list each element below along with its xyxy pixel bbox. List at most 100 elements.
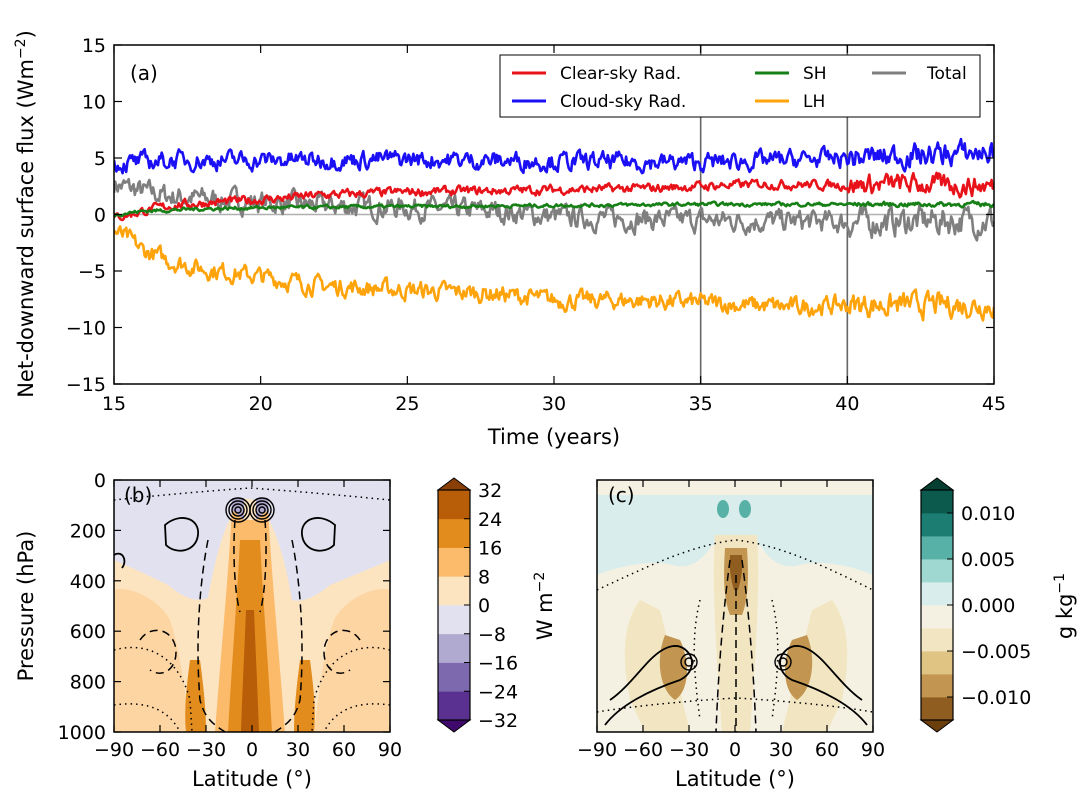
colorbar-c-tick-label: −0.010 (961, 687, 1031, 709)
colorbar-b-segment (438, 547, 470, 577)
y-tick-label: −5 (78, 261, 106, 283)
legend-item-sh: SH (755, 64, 827, 84)
latitude-tick-label: −60 (623, 739, 663, 761)
colorbar-c-tick-label: 0.005 (961, 549, 1015, 571)
pressure-tick-label: 1000 (58, 722, 106, 744)
legend-item-cloud-sky: Cloud-sky Rad. (512, 92, 686, 112)
contour-b-dashed-inner-left (233, 519, 241, 613)
panel-b-field (114, 480, 390, 732)
colorbar-b-tick-label: 24 (478, 509, 502, 531)
colorbar-b-segment (438, 691, 470, 721)
latitude-tick-label: 0 (729, 739, 741, 761)
field-b-pos-band-right (314, 589, 390, 732)
y-tick-label: −10 (66, 318, 106, 340)
field-b-pos-band-left (114, 589, 190, 732)
legend: Clear-sky Rad. Cloud-sky Rad. SH LH Tota… (499, 54, 981, 118)
pressure-tick-label: 600 (70, 621, 106, 643)
colorbar-b-tick-label: 8 (478, 566, 490, 588)
x-tick-label: 35 (689, 393, 713, 415)
legend-label-clear-sky: Clear-sky Rad. (560, 64, 681, 84)
panel-b-ylabel: Pressure (hPa) (14, 531, 38, 682)
latitude-tick-label: 30 (769, 739, 793, 761)
panel-c-field (597, 480, 873, 732)
panel-a-ylabel: Net-downward surface flux (Wm−2) (13, 30, 38, 398)
latitude-tick-label: −90 (94, 739, 134, 761)
field-c-neg-lobe-right (785, 635, 813, 700)
panel-a-xlabel: Time (years) (487, 425, 620, 449)
panel-c-label: (c) (608, 483, 635, 507)
y-tick-label: 0 (94, 205, 106, 227)
panel-b-xlabel: Latitude (°) (192, 767, 312, 791)
pressure-tick-label: 400 (70, 571, 106, 593)
colorbar-b-tick-label: −16 (478, 653, 518, 675)
series-line-clear-sky-rad (114, 171, 994, 222)
colorbar-c-tick-label: 0.000 (961, 595, 1015, 617)
panel-b-label: (b) (124, 483, 152, 507)
contour-b-dotted-top (114, 487, 390, 501)
panel-c-contour: −90 −60 −30 0 30 60 90 (c) Latitude (°) 0.010 0… (577, 477, 1077, 791)
colorbar-b-low-extension (436, 719, 472, 733)
colorbar-c-segment (921, 605, 953, 629)
colorbar-c-low-extension (919, 719, 955, 733)
colorbar-c-label: g kg−1 (1052, 573, 1077, 639)
latitude-tick-label: 60 (332, 739, 356, 761)
colorbar-c-high-extension (919, 477, 955, 491)
colorbar-b-segment (438, 576, 470, 606)
colorbar-c-tick-label: 0.010 (961, 503, 1015, 525)
latitude-tick-label: −60 (140, 739, 180, 761)
latitude-tick-label: 30 (286, 739, 310, 761)
panel-a-label: (a) (130, 61, 158, 85)
field-b-pos-inner (241, 610, 259, 732)
colorbar-c-tick-label: −0.005 (961, 641, 1031, 663)
series-line-lh (114, 225, 994, 322)
colorbar-b-tick-label: 32 (478, 480, 502, 502)
legend-label-lh: LH (803, 92, 825, 112)
pressure-tick-label: 0 (94, 470, 106, 492)
contour-b-dotted-right (311, 646, 390, 732)
panel-c-xlabel: Latitude (°) (675, 767, 795, 791)
colorbar-b-tick-label: −32 (478, 710, 518, 732)
contour-b-dashed-right (274, 539, 303, 732)
colorbar-c-segment (921, 536, 953, 560)
contour-b-solid-right (301, 517, 336, 552)
colorbar-b-segment (438, 490, 470, 520)
colorbar-b-label: W m−2 (532, 572, 557, 641)
legend-label-cloud-sky: Cloud-sky Rad. (560, 92, 686, 112)
contour-b-solid-edge-left (114, 552, 126, 569)
contour-b-dotted-left (114, 646, 193, 732)
latitude-tick-label: 0 (246, 739, 258, 761)
contour-b-dashed-eddy-right (323, 629, 361, 674)
colorbar-c-segment (921, 582, 953, 606)
colorbar-b-segment (438, 605, 470, 635)
latitude-tick-label: −30 (669, 739, 709, 761)
latitude-tick-label: 90 (378, 739, 402, 761)
field-c-pos-core-right (739, 500, 751, 518)
panel-a-timeseries: 15 20 25 30 35 40 45 15 10 5 0 −5 −10 −15 (a) Time (… (13, 30, 1006, 449)
pressure-tick-label: 800 (70, 672, 106, 694)
x-tick-label: 30 (542, 393, 566, 415)
latitude-tick-label: 60 (815, 739, 839, 761)
colorbar-c-segment (921, 651, 953, 675)
colorbar-b-high-extension (436, 477, 472, 491)
field-c-pos-core-left (717, 500, 729, 518)
colorbar-c-segment (921, 674, 953, 698)
x-tick-label: 40 (835, 393, 859, 415)
legend-item-total: Total (872, 64, 967, 84)
colorbar-b-segment (438, 662, 470, 692)
colorbar-c-segment (921, 490, 953, 514)
series-line-cloud-sky-rad (114, 137, 994, 175)
colorbar-b-segment (438, 518, 470, 548)
field-c-neg-core-inner (729, 555, 743, 590)
colorbar-c-segment (921, 628, 953, 652)
pressure-tick-label: 200 (70, 520, 106, 542)
legend-label-sh: SH (803, 64, 827, 84)
contour-b-solid-left (164, 517, 199, 552)
latitude-tick-label: −90 (577, 739, 617, 761)
x-tick-label: 45 (982, 393, 1006, 415)
colorbar-b-segment (438, 633, 470, 663)
y-tick-label: 15 (82, 35, 106, 57)
colorbar-c-segment (921, 513, 953, 537)
contour-b-dashed-left (197, 539, 226, 732)
x-tick-label: 15 (102, 393, 126, 415)
